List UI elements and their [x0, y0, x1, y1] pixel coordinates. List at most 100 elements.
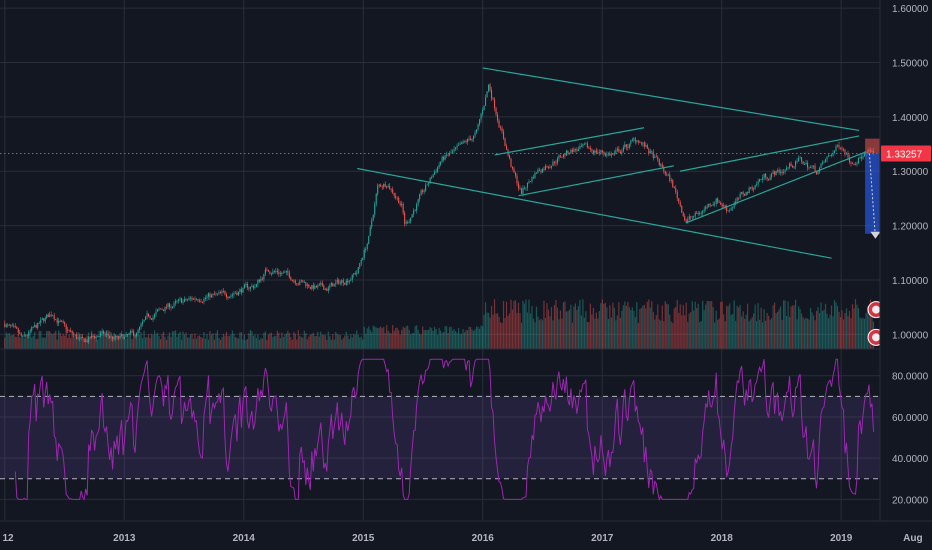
candle-body [829, 155, 831, 156]
volume-bar [417, 329, 419, 349]
volume-bar [868, 309, 870, 349]
volume-bar [463, 332, 466, 349]
candle-body [823, 161, 825, 163]
candle-body [461, 143, 463, 145]
price-tick-label: 1.40000 [892, 113, 929, 124]
candle-body [862, 155, 864, 159]
candle-body [425, 184, 427, 191]
candle-body [438, 164, 440, 168]
volume-bar [185, 332, 187, 349]
candle-body [589, 148, 591, 150]
candle-body [474, 132, 476, 136]
volume-bar [648, 299, 650, 349]
candle-body [511, 166, 514, 169]
candle-body [634, 138, 636, 142]
candle-body [299, 281, 301, 285]
candle-body [408, 221, 410, 223]
channel-line [482, 67, 860, 132]
candle-body [112, 336, 114, 340]
candle-body [453, 149, 455, 152]
candle-body [339, 282, 341, 284]
candle-body [772, 171, 774, 174]
volume-bar [702, 300, 704, 349]
candle-body [290, 277, 292, 281]
price-axis[interactable]: 1.60000 1.50000 1.40000 1.30000 1.20000 1.100… [892, 4, 929, 341]
volume-bar [423, 330, 425, 349]
volume-bar [197, 336, 199, 349]
rsi-axis[interactable]: 80.0000 60.0000 40.0000 20.0000 [892, 372, 929, 507]
candle-body [50, 314, 52, 316]
candle-body [251, 285, 253, 287]
candle-body [796, 161, 798, 163]
time-axis[interactable]: 12 2013 2014 2015 2016 2017 2018 2019 Aug [2, 533, 922, 544]
volume-bar [294, 333, 296, 349]
volume-bar [634, 317, 636, 349]
candle-body [519, 188, 521, 189]
volume-bar [279, 338, 281, 349]
candle-body [859, 156, 861, 158]
volume-bar [489, 317, 491, 349]
volume-bar [820, 302, 822, 349]
volume-bar [174, 330, 177, 349]
candle-body [336, 279, 338, 283]
candle-body [239, 289, 241, 292]
candle-body [281, 273, 283, 274]
volume-bar [287, 330, 289, 349]
candle-body [637, 140, 639, 143]
candle-body [273, 271, 275, 272]
candle-body [363, 249, 365, 259]
candle-body [83, 338, 85, 342]
candle-body [257, 280, 259, 285]
candle-body [324, 289, 326, 290]
volume-bar [866, 306, 869, 349]
volume-bar [540, 318, 542, 349]
volume-bar [667, 304, 669, 349]
volume-bar [865, 312, 867, 349]
candle-body [210, 295, 213, 298]
volume-bar [637, 322, 639, 349]
candle-body [300, 280, 302, 282]
candle-body [809, 167, 812, 169]
candle-body [7, 324, 9, 326]
time-tick-label: 2014 [233, 533, 256, 544]
candle-body [495, 108, 497, 115]
volume-bar [592, 307, 594, 349]
volume-bar [425, 330, 427, 349]
volume-bar [20, 338, 22, 349]
candle-body [98, 335, 100, 337]
candle-body [633, 138, 635, 140]
volume-bar [522, 300, 524, 349]
volume-bar [94, 333, 96, 349]
volume-bar [314, 336, 316, 349]
candle-body [414, 210, 416, 212]
volume-bar [357, 334, 359, 349]
price-tick-label: 1.50000 [892, 59, 929, 70]
candle-body [390, 189, 392, 191]
candle-body [58, 320, 60, 323]
volume-bar [799, 309, 801, 349]
candle-body [708, 203, 710, 207]
volume-bar [580, 315, 582, 349]
volume-bar [871, 302, 873, 349]
short-position-tool[interactable] [865, 138, 881, 239]
time-tick-label: 2018 [711, 533, 734, 544]
candle-body [227, 296, 229, 299]
candle-body [841, 148, 843, 150]
candle-body [517, 183, 520, 189]
candle-body [101, 331, 103, 334]
volume-bar [687, 322, 689, 349]
volume-bar [505, 301, 508, 349]
candle-body [669, 174, 671, 181]
candle-body [333, 284, 335, 287]
candle-body [473, 135, 475, 140]
volume-bar [387, 330, 389, 349]
candle-body [520, 188, 523, 194]
candle-body [798, 158, 800, 162]
candle-body [540, 170, 542, 173]
volume-bar [68, 334, 70, 349]
candle-body [815, 170, 818, 175]
volume-bar [416, 325, 418, 349]
volume-bar [511, 309, 514, 349]
volume-bar [553, 304, 556, 349]
